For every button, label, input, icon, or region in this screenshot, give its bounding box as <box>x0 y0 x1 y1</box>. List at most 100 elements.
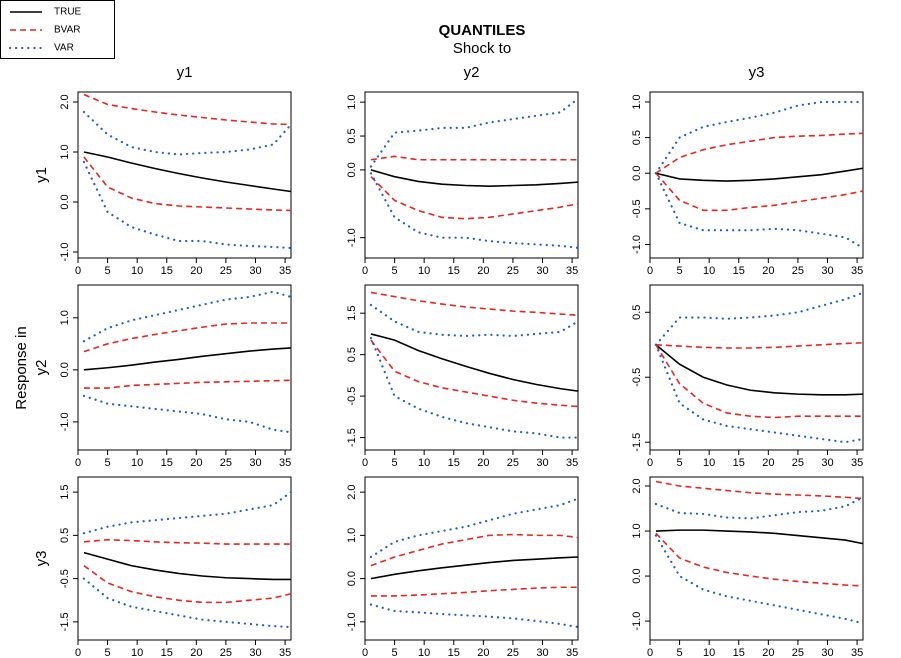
plot-frame <box>364 476 579 641</box>
x-tick-label: 25 <box>792 265 804 277</box>
legend-label: BVAR <box>54 25 81 36</box>
x-tick-label: 15 <box>448 647 460 658</box>
series-line <box>654 291 865 346</box>
series-line <box>370 556 579 580</box>
x-tick-label: 30 <box>536 457 548 469</box>
y-tick-label: -1.5 <box>631 433 643 452</box>
y-tick-label: -1.5 <box>59 612 71 631</box>
series-line <box>369 97 580 168</box>
plot-frame <box>77 284 292 451</box>
series-line <box>370 586 578 597</box>
x-tick-label: 0 <box>362 457 368 469</box>
series-line <box>369 336 580 439</box>
x-tick-label: 0 <box>647 265 653 277</box>
y-tick-label: 1.5 <box>346 306 358 321</box>
series-line <box>83 347 292 371</box>
series-line <box>654 496 865 520</box>
row-label: y1 <box>33 167 50 183</box>
y-tick-label: 1.0 <box>631 523 643 538</box>
x-tick-label: 10 <box>418 647 430 658</box>
plot-frame <box>649 476 864 641</box>
y-tick-label: 1.0 <box>346 528 358 543</box>
x-tick-label: 35 <box>851 647 863 658</box>
y-tick-label: 0.5 <box>346 347 358 362</box>
column-label: y2 <box>464 64 480 81</box>
y-tick-label: 0.0 <box>631 568 643 583</box>
series-line <box>655 480 864 500</box>
x-tick-label: 5 <box>105 647 111 658</box>
x-tick-label: 25 <box>220 457 232 469</box>
y-tick-label: 0.0 <box>346 571 358 586</box>
y-tick-label: -1.0 <box>346 228 358 247</box>
y-tick-label: 1.0 <box>59 144 71 159</box>
x-tick-label: 25 <box>792 457 804 469</box>
subtitle: Shock to <box>453 40 511 57</box>
y-tick-label: 1.5 <box>59 484 71 499</box>
x-tick-label: 5 <box>105 265 111 277</box>
series-line <box>654 534 865 625</box>
x-tick-label: 10 <box>418 457 430 469</box>
x-tick-label: 10 <box>703 265 715 277</box>
x-tick-label: 35 <box>279 457 291 469</box>
x-tick-label: 0 <box>362 265 368 277</box>
series-line <box>369 603 580 629</box>
x-tick-label: 30 <box>249 457 261 469</box>
x-tick-label: 35 <box>851 265 863 277</box>
x-tick-label: 35 <box>851 457 863 469</box>
series-line <box>370 339 579 408</box>
x-tick-label: 30 <box>536 265 548 277</box>
y-tick-label: -1.0 <box>59 243 71 262</box>
plot-frame <box>364 284 579 451</box>
series-line <box>654 343 865 444</box>
x-tick-label: 20 <box>762 647 774 658</box>
legend-box <box>0 0 115 59</box>
y-tick-label: -0.5 <box>346 387 358 406</box>
y-tick-label: 0.0 <box>631 166 643 181</box>
x-tick-label: 35 <box>279 265 291 277</box>
series-line <box>369 497 580 559</box>
y-tick-label: 0.5 <box>631 305 643 320</box>
x-tick-label: 15 <box>161 457 173 469</box>
y-tick-label: -0.5 <box>631 199 643 218</box>
x-tick-label: 15 <box>448 457 460 469</box>
plot-frame <box>649 284 864 451</box>
y-tick-label: -0.5 <box>631 368 643 387</box>
x-tick-label: 30 <box>821 265 833 277</box>
x-tick-label: 30 <box>249 265 261 277</box>
series-line <box>83 564 292 604</box>
x-tick-label: 25 <box>507 457 519 469</box>
series-line <box>370 169 579 187</box>
x-tick-label: 5 <box>392 265 398 277</box>
y-tick-label: 2.0 <box>346 484 358 499</box>
x-tick-label: 0 <box>75 265 81 277</box>
x-tick-label: 20 <box>477 647 489 658</box>
x-tick-label: 10 <box>703 647 715 658</box>
x-tick-label: 30 <box>821 647 833 658</box>
series-line <box>655 529 864 545</box>
y-tick-label: 0.5 <box>59 528 71 543</box>
series-line <box>82 290 293 343</box>
row-label: y2 <box>33 360 50 376</box>
x-tick-label: 0 <box>75 457 81 469</box>
x-tick-label: 20 <box>190 265 202 277</box>
x-tick-label: 20 <box>762 457 774 469</box>
series-line <box>369 303 580 338</box>
x-tick-label: 10 <box>418 265 430 277</box>
x-tick-label: 10 <box>131 647 143 658</box>
x-tick-label: 30 <box>536 647 548 658</box>
series-line <box>655 342 864 349</box>
x-tick-label: 0 <box>75 647 81 658</box>
x-tick-label: 30 <box>821 457 833 469</box>
x-tick-label: 15 <box>733 647 745 658</box>
x-tick-label: 0 <box>647 457 653 469</box>
series-line <box>655 167 864 182</box>
series-line <box>655 132 864 174</box>
x-tick-label: 10 <box>703 457 715 469</box>
series-line <box>370 155 578 161</box>
legend-label: VAR <box>54 43 74 54</box>
y-tick-label: -1.0 <box>631 612 643 631</box>
x-tick-label: 25 <box>507 647 519 658</box>
y-tick-label: -1.0 <box>346 612 358 631</box>
y-tick-label: 0.0 <box>59 362 71 377</box>
